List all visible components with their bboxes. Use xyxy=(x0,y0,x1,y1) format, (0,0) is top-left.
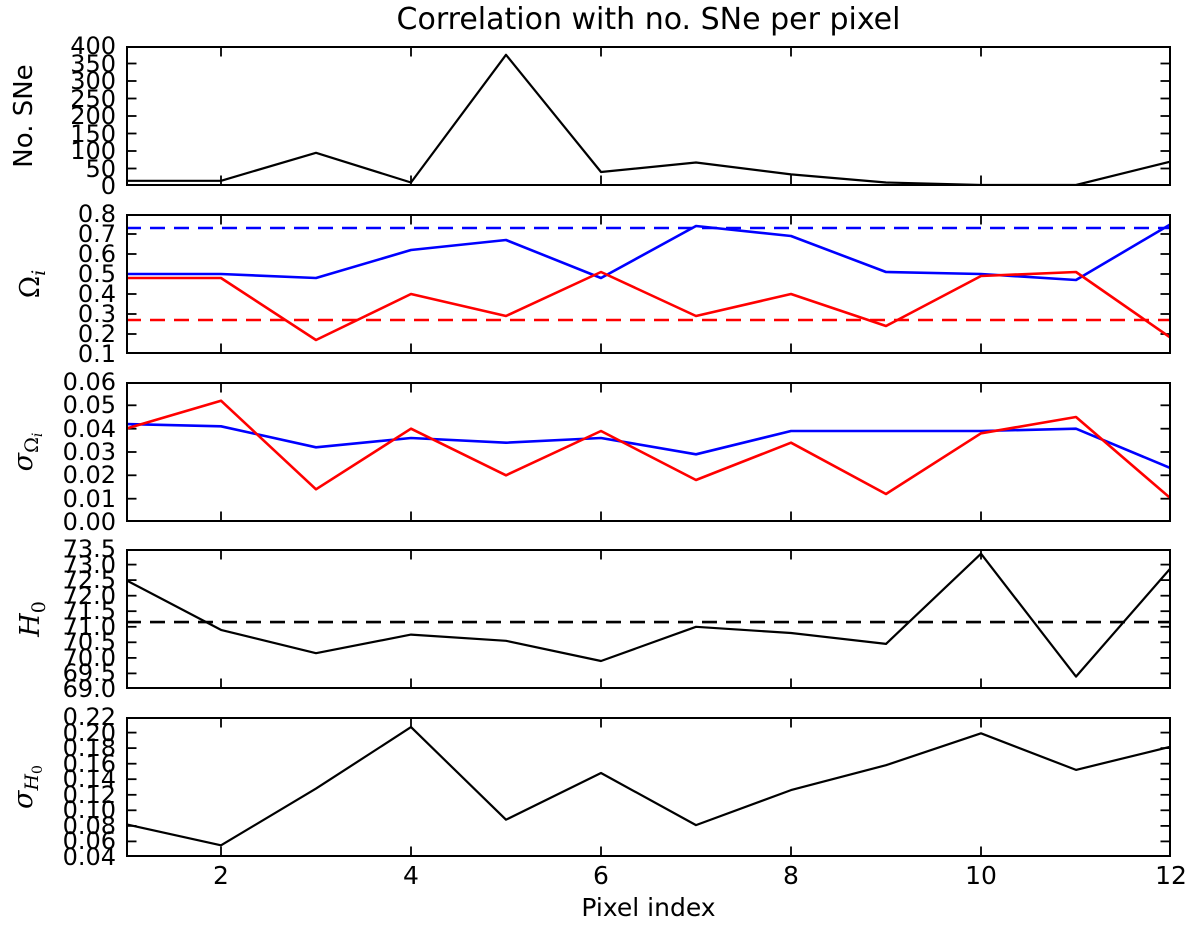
y-tick-label: 0.16 xyxy=(62,749,116,778)
y-tick-label: 0.7 xyxy=(77,220,116,248)
panel-omega-i xyxy=(126,214,1171,354)
y-tick-label: 0.6 xyxy=(77,240,116,268)
y-tick-label: 200 xyxy=(70,102,116,130)
y-tick-label: 69.0 xyxy=(62,675,116,703)
y-tick-label: 0.5 xyxy=(77,260,116,288)
panel-sigma-h0 xyxy=(126,717,1171,857)
y-tick-label: 73.5 xyxy=(62,535,116,563)
x-tick-label: 10 xyxy=(965,861,997,890)
axes-frame xyxy=(126,214,1171,354)
series-omega-m xyxy=(126,270,1171,342)
y-tick-label: 0.04 xyxy=(62,414,116,443)
y-axis-label-part: i xyxy=(28,269,50,276)
series-omega-lambda xyxy=(126,222,1171,282)
x-tick-label: 2 xyxy=(213,861,229,890)
y-tick-label: 0.20 xyxy=(62,718,116,747)
y-tick-label: 69.5 xyxy=(62,659,116,688)
y-axis-label-part: 0 xyxy=(28,601,50,614)
series-sigma-h0-per-pixel xyxy=(126,726,1171,847)
y-tick-label: 0.4 xyxy=(77,280,116,308)
x-tick-label: 8 xyxy=(783,861,799,890)
series-sigma-omega-lambda xyxy=(126,422,1171,470)
x-tick-label: 4 xyxy=(403,861,419,890)
y-tick-label: 71.0 xyxy=(62,612,116,641)
y-tick-label: 0.06 xyxy=(62,368,116,396)
y-tick-label: 0.01 xyxy=(62,484,116,513)
y-tick-label: 250 xyxy=(70,84,116,113)
y-tick-label: 400 xyxy=(70,32,116,60)
axes-frame xyxy=(126,46,1171,186)
y-tick-label: 0.05 xyxy=(62,391,116,420)
y-axis-label-sigma-h0: σH0 xyxy=(6,637,46,933)
series-sne-per-pixel xyxy=(126,53,1171,186)
y-tick-label: 0.18 xyxy=(62,734,116,763)
y-tick-label: 0.08 xyxy=(62,811,116,840)
y-tick-label: 72.0 xyxy=(62,581,116,610)
y-tick-label: 350 xyxy=(70,49,116,78)
y-tick-label: 150 xyxy=(70,119,116,148)
y-tick-label: 0.22 xyxy=(62,703,116,731)
y-tick-label: 72.5 xyxy=(62,566,116,595)
y-tick-label: 0.12 xyxy=(62,780,116,809)
axes-frame xyxy=(126,382,1171,522)
axes-frame xyxy=(126,549,1171,689)
y-axis-label-part: 0 xyxy=(30,765,46,774)
plot-svg-sigma-h0 xyxy=(126,717,1171,857)
y-tick-label: 0.3 xyxy=(77,300,116,328)
y-tick-label: 0.03 xyxy=(62,438,116,466)
y-tick-label: 0.10 xyxy=(62,796,116,825)
y-tick-label: 0.8 xyxy=(77,200,116,228)
y-axis-label-part: i xyxy=(30,432,46,438)
y-tick-label: 73.0 xyxy=(62,550,116,579)
series-h0-per-pixel xyxy=(126,552,1171,678)
axes-frame xyxy=(126,717,1171,857)
x-tick-label: 12 xyxy=(1155,861,1187,890)
axis-ticks xyxy=(127,46,1171,186)
axis-ticks xyxy=(127,717,1171,857)
y-tick-label: 0.04 xyxy=(62,843,116,871)
plot-svg-sigma-omega-i xyxy=(126,382,1171,522)
y-axis-label-part: H xyxy=(15,613,46,637)
y-axis-label-part: H xyxy=(21,773,43,791)
series-sigma-omega-m xyxy=(126,399,1171,500)
x-axis-label: Pixel index xyxy=(581,893,716,922)
panel-sigma-omega-i xyxy=(126,382,1171,522)
y-axis-label-part: Ω xyxy=(15,275,46,299)
y-tick-label: 300 xyxy=(70,67,116,95)
y-tick-label: 70.0 xyxy=(62,643,116,672)
y-tick-label: 0.02 xyxy=(62,461,116,490)
y-tick-label: 0.1 xyxy=(77,340,116,368)
plot-svg-omega-i xyxy=(126,214,1171,354)
y-tick-label: 100 xyxy=(70,137,116,165)
plot-svg-h0 xyxy=(126,549,1171,689)
y-tick-label: 71.5 xyxy=(62,597,116,626)
x-tick-label: 6 xyxy=(593,861,609,890)
panel-no-sne xyxy=(126,46,1171,186)
y-tick-label: 0.00 xyxy=(62,508,116,536)
y-tick-label: 50 xyxy=(85,154,116,183)
y-tick-label: 0.06 xyxy=(62,827,116,856)
axis-ticks xyxy=(127,549,1171,689)
y-axis-label-part: Ω xyxy=(21,437,43,453)
plot-svg-no-sne xyxy=(126,46,1171,186)
y-tick-label: 0 xyxy=(100,172,116,200)
panel-h0 xyxy=(126,549,1171,689)
axis-ticks xyxy=(127,382,1171,522)
y-tick-label: 0.2 xyxy=(77,320,116,348)
chart-title: Correlation with no. SNe per pixel xyxy=(396,2,901,37)
y-tick-label: 0.14 xyxy=(62,765,116,794)
axis-ticks xyxy=(127,214,1171,354)
y-tick-label: 70.5 xyxy=(62,628,116,657)
y-axis-label-part: σ xyxy=(8,790,39,809)
